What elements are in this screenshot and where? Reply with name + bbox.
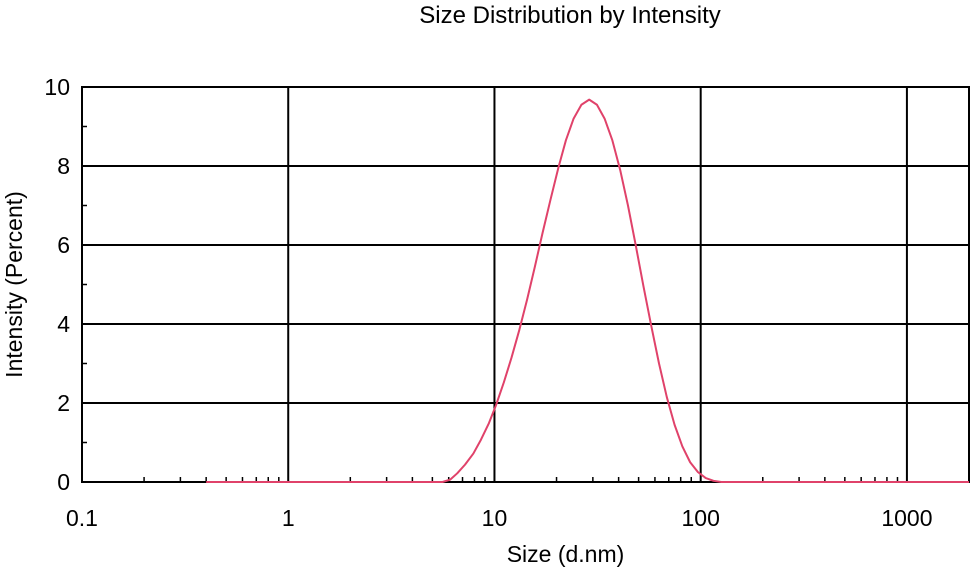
chart-title: Size Distribution by Intensity [419, 2, 721, 29]
series-layer [206, 98, 969, 483]
y-tick-label: 6 [57, 232, 70, 258]
x-axis-title: Size (d.nm) [507, 541, 625, 567]
x-tick-labels: 0.1 1 10 100 1000 [66, 505, 932, 531]
y-axis-title: Intensity (Percent) [1, 191, 27, 378]
grid-lines [82, 87, 969, 482]
x-tick-label: 1000 [881, 505, 932, 531]
y-tick-label: 10 [44, 74, 70, 100]
y-tick-label: 4 [57, 311, 70, 337]
y-tick-label: 0 [57, 469, 70, 495]
plot-frame [81, 86, 970, 483]
x-tick-label: 1 [282, 505, 295, 531]
y-tick-labels: 0 2 4 6 8 10 [44, 74, 70, 495]
x-tick-label: 10 [482, 505, 508, 531]
y-tick-label: 2 [57, 390, 70, 416]
x-tick-label: 100 [682, 505, 720, 531]
intensity-series-line [206, 98, 969, 483]
x-tick-label: 0.1 [66, 505, 98, 531]
y-tick-label: 8 [57, 153, 70, 179]
